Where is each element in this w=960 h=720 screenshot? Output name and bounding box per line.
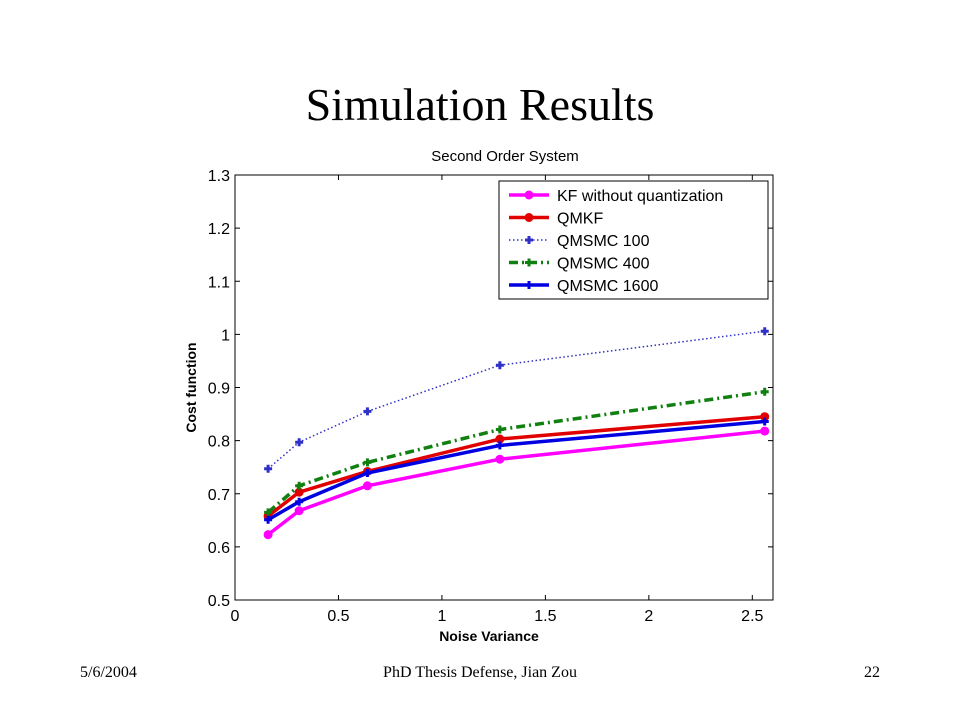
footer-presentation-title: PhD Thesis Defense, Jian Zou bbox=[383, 664, 577, 681]
legend-label-4: QMSMC 400 bbox=[557, 256, 650, 273]
x-tick-label: 1 bbox=[437, 608, 446, 625]
series-line-3 bbox=[267, 330, 765, 470]
y-tick-label: 1 bbox=[221, 327, 230, 344]
series-3-point bbox=[363, 407, 372, 416]
series-5-point bbox=[295, 497, 304, 506]
x-tick-label: 2 bbox=[644, 608, 653, 625]
series-4-point bbox=[495, 425, 504, 434]
series-4-point bbox=[264, 508, 273, 517]
y-axis-label: Cost function bbox=[183, 342, 199, 432]
y-tick-label: 1.3 bbox=[208, 168, 230, 185]
footer-slide-number: 22 bbox=[864, 664, 880, 681]
legend-marker-3 bbox=[525, 236, 533, 244]
legend-marker-4 bbox=[525, 258, 533, 267]
legend-box bbox=[498, 180, 769, 300]
chart-title: Second Order System bbox=[431, 148, 579, 165]
series-5-point bbox=[760, 417, 769, 426]
x-tick-label: 1.5 bbox=[534, 608, 556, 625]
series-1-point bbox=[362, 481, 372, 491]
x-tick-label: 0.5 bbox=[327, 608, 349, 625]
legend-label-2: QMKF bbox=[557, 211, 603, 228]
legend-marker-1 bbox=[524, 190, 534, 200]
series-3-point bbox=[760, 327, 769, 336]
series-3-point bbox=[295, 438, 304, 447]
slide-title: Simulation Results bbox=[305, 79, 655, 130]
series-4-point bbox=[295, 481, 304, 490]
series-5-point bbox=[495, 441, 504, 450]
y-tick-label: 1.1 bbox=[208, 274, 230, 291]
series-5-point bbox=[264, 515, 273, 524]
series-4-point bbox=[760, 387, 769, 396]
y-tick-label: 0.9 bbox=[208, 381, 230, 398]
footer-date: 5/6/2004 bbox=[80, 664, 137, 681]
legend-marker-5 bbox=[525, 281, 533, 289]
series-1-point bbox=[760, 426, 770, 436]
legend-label-5: QMSMC 1600 bbox=[557, 278, 658, 295]
series-1-point bbox=[263, 530, 273, 540]
legend-label-1: KF without quantization bbox=[557, 188, 723, 205]
legend-marker-2 bbox=[524, 213, 534, 222]
y-tick-label: 0.5 bbox=[208, 593, 230, 610]
y-tick-label: 0.7 bbox=[208, 487, 230, 504]
legend-label-3: QMSMC 100 bbox=[557, 233, 650, 250]
series-3-point bbox=[264, 464, 273, 473]
x-tick-label: 0 bbox=[231, 608, 240, 625]
x-tick-label: 2.5 bbox=[741, 608, 763, 625]
x-axis-label: Noise Variance bbox=[439, 628, 539, 644]
series-4-point bbox=[363, 458, 372, 467]
series-5-point bbox=[363, 469, 372, 478]
series-1-point bbox=[495, 454, 505, 464]
y-tick-label: 0.6 bbox=[208, 540, 230, 557]
series-1-point bbox=[294, 506, 304, 516]
y-tick-label: 0.8 bbox=[208, 434, 230, 451]
series-3-point bbox=[495, 361, 504, 370]
series-line-4 bbox=[266, 390, 765, 514]
y-tick-label: 1.2 bbox=[208, 221, 230, 238]
